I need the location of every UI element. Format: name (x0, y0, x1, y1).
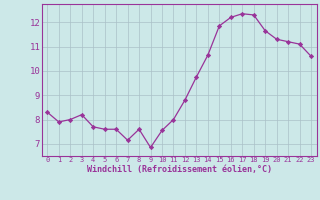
X-axis label: Windchill (Refroidissement éolien,°C): Windchill (Refroidissement éolien,°C) (87, 165, 272, 174)
